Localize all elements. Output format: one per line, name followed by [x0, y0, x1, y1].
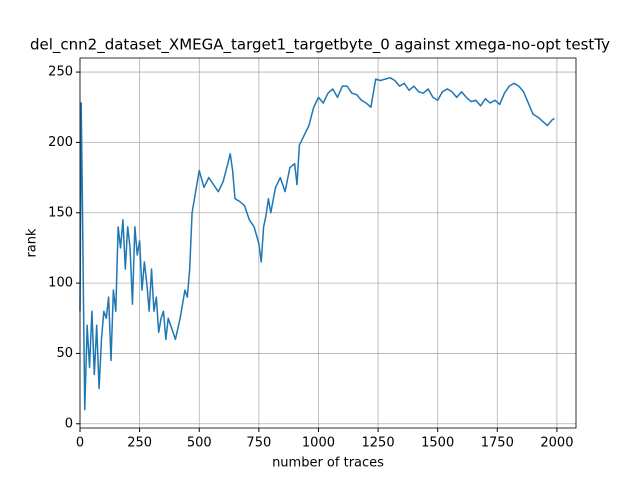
x-tick-label: 0: [76, 436, 84, 451]
x-tick-label: 2000: [540, 436, 573, 451]
x-tick-label: 1500: [421, 436, 454, 451]
x-tick-label: 1000: [302, 436, 335, 451]
y-tick-label: 50: [56, 346, 73, 361]
y-tick-label: 200: [48, 135, 73, 150]
y-tick-label: 0: [65, 416, 73, 431]
y-tick-label: 100: [48, 276, 73, 291]
x-axis-label: number of traces: [272, 456, 384, 471]
x-tick-label: 750: [246, 436, 271, 451]
x-tick-label: 500: [187, 436, 212, 451]
chart-title: del_cnn2_dataset_XMEGA_target1_targetbyt…: [30, 36, 610, 55]
y-axis-label: rank: [25, 228, 40, 258]
y-tick-label: 250: [48, 65, 73, 80]
y-tick-label: 150: [48, 205, 73, 220]
x-tick-label: 1750: [481, 436, 514, 451]
data-line: [79, 76, 555, 411]
x-tick-label: 250: [127, 436, 152, 451]
x-tick-label: 1250: [362, 436, 395, 451]
plot-frame: [79, 57, 577, 429]
